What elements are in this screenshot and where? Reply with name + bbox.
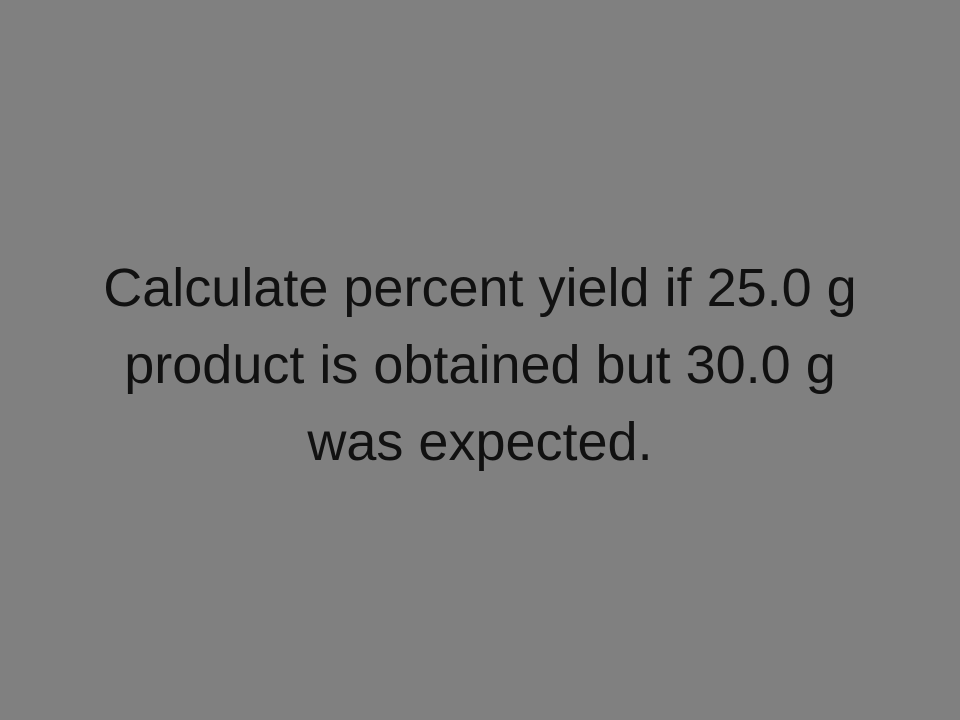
question-line-1: Calculate percent yield if 25.0 g [103,258,857,318]
question-line-2: product is obtained but 30.0 g [124,335,836,395]
question-line-3: was expected. [307,412,653,472]
question-text: Calculate percent yield if 25.0 g produc… [0,250,960,481]
